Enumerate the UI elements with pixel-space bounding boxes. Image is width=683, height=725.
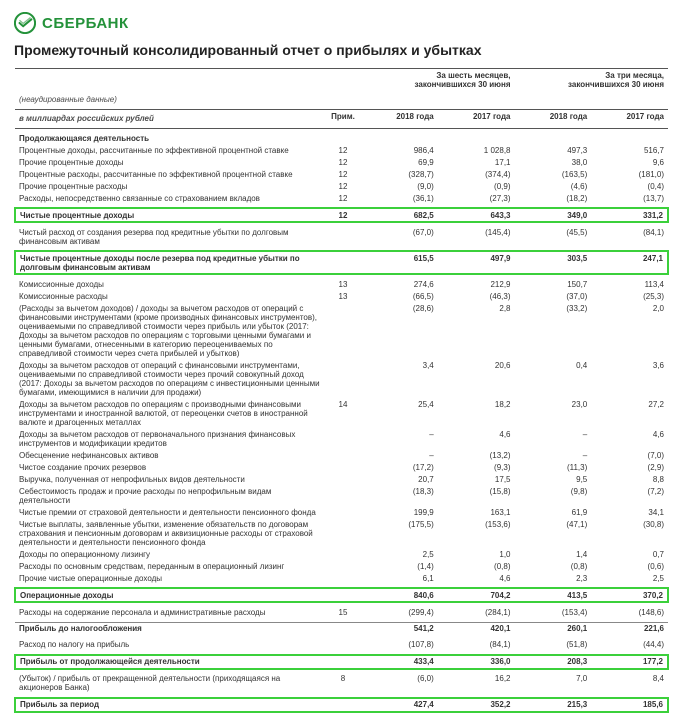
col-6m-2017: 2017 года	[438, 110, 515, 129]
table-row: Расходы на содержание персонала и админи…	[15, 606, 668, 618]
col-prim: Прим.	[325, 110, 361, 129]
table-row: Чистые премии от страховой деятельности …	[15, 506, 668, 518]
section-continuing: Продолжающаяся деятельность	[15, 128, 668, 144]
col-6m-2018: 2018 года	[361, 110, 438, 129]
table-row: Процентные доходы, рассчитанные по эффек…	[15, 144, 668, 156]
table-row: Комиссионные доходы13274,6212,9150,7113,…	[15, 278, 668, 290]
sberbank-icon	[14, 12, 36, 34]
table-row: Прочие процентные доходы1269,917,138,09,…	[15, 156, 668, 168]
highlight-operating-income: Операционные доходы840,6704,2413,5370,2	[15, 588, 668, 602]
table-row: Доходы за вычетом расходов от первоначал…	[15, 428, 668, 449]
highlight-profit-continuing: Прибыль от продолжающейся деятельности43…	[15, 655, 668, 669]
table-row: Доходы за вычетом расходов по операциям …	[15, 398, 668, 428]
table-row: (Расходы за вычетом доходов) / доходы за…	[15, 302, 668, 359]
col-3m-2018: 2018 года	[515, 110, 592, 129]
table-row: Расходы, непосредственно связанные со ст…	[15, 192, 668, 204]
highlight-net-interest-income: Чистые процентные доходы12682,5643,3349,…	[15, 208, 668, 222]
table-row: Расходы по основным средствам, переданны…	[15, 560, 668, 572]
table-row: Чистые выплаты, заявленные убытки, измен…	[15, 518, 668, 548]
brand-name: СБЕРБАНК	[42, 15, 129, 32]
note-unaudited: (неаудированные данные)	[19, 95, 321, 104]
brand-logo: СБЕРБАНК	[14, 12, 669, 34]
table-row: Чистое создание прочих резервов(17,2)(9,…	[15, 461, 668, 473]
table-row: Прочие чистые операционные доходы6,14,62…	[15, 572, 668, 584]
table-row: Процентные расходы, рассчитанные по эффе…	[15, 168, 668, 180]
table-row: Прочие процентные расходы12(9,0)(0,9)(4,…	[15, 180, 668, 192]
table-row: Обесценение нефинансовых активов–(13,2)–…	[15, 449, 668, 461]
highlight-profit-for-period: Прибыль за период427,4352,2215,3185,6	[15, 698, 668, 712]
highlight-nii-after-provisions: Чистые процентные доходы после резерва п…	[15, 251, 668, 274]
page-title: Промежуточный консолидированный отчет о …	[14, 42, 669, 58]
table-row: Расход по налогу на прибыль(107,8)(84,1)…	[15, 639, 668, 651]
table-row: Доходы по операционному лизингу2,51,01,4…	[15, 548, 668, 560]
col-3m-2017: 2017 года	[591, 110, 668, 129]
table-row: Комиссионные расходы13(66,5)(46,3)(37,0)…	[15, 290, 668, 302]
table-row: Выручка, полученная от непрофильных видо…	[15, 473, 668, 485]
pnl-table: За шесть месяцев, закончившихся 30 июня …	[14, 68, 669, 713]
period-6m-header: За шесть месяцев, закончившихся 30 июня	[361, 69, 515, 91]
period-3m-header: За три месяца, закончившихся 30 июня	[515, 69, 669, 91]
table-row: (Убыток) / прибыль от прекращенной деяте…	[15, 673, 668, 694]
table-row: Чистый расход от создания резерва под кр…	[15, 226, 668, 247]
table-row: Доходы за вычетом расходов от операций с…	[15, 359, 668, 398]
table-row: Себестоимость продаж и прочие расходы по…	[15, 485, 668, 506]
row-profit-before-tax: Прибыль до налогообложения541,2420,1260,…	[15, 622, 668, 635]
note-units: в миллиардах российских рублей	[19, 114, 321, 123]
